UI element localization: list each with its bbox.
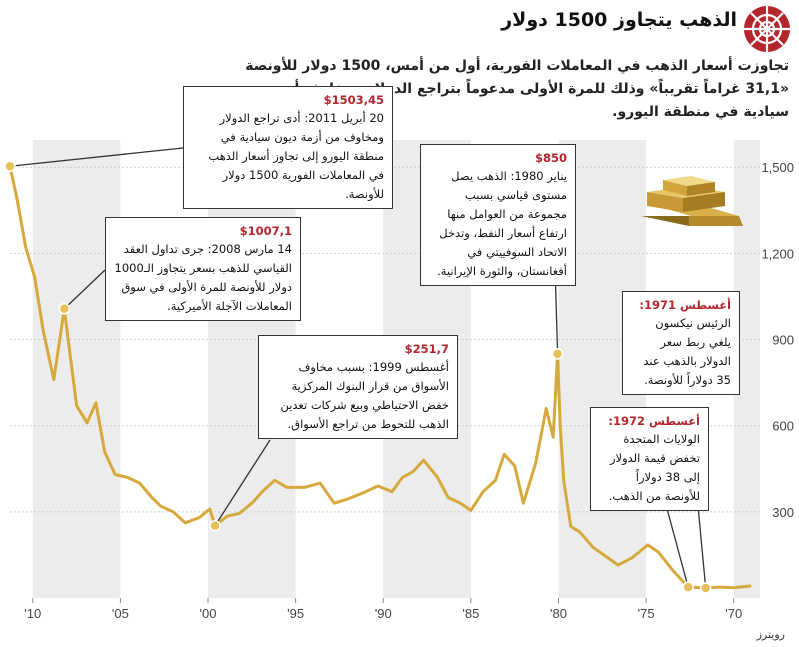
callout-1980: $850 يناير 1980: الذهب يصل مستوى قياسي ب… <box>420 144 576 286</box>
callout-1971-text: الرئيس نيكسون يلغي ربط سعر الدولار بالذه… <box>643 316 731 387</box>
y-tick-label: 1,200 <box>761 246 794 261</box>
gold-bars-icon <box>641 176 743 226</box>
callout-connector <box>665 504 689 588</box>
header: الذهب يتجاوز 1500 دولار تجاوزت أسعار الذ… <box>0 0 799 120</box>
x-tick-label: '80 <box>550 606 567 621</box>
callout-2008: $1007,1 14 مارس 2008: جرى تداول العقد ال… <box>105 217 301 321</box>
y-tick-label: 1,500 <box>761 160 794 175</box>
x-tick-label: '90 <box>375 606 392 621</box>
x-tick-label: '05 <box>112 606 129 621</box>
callout-1980-amount: $850 <box>534 151 567 165</box>
callout-1972: أغسطس 1972: الولايات المتحدة تخفض قيمة ا… <box>590 407 709 511</box>
x-tick-label: '10 <box>24 606 41 621</box>
callout-2008-text: 14 مارس 2008: جرى تداول العقد القياسي لل… <box>114 242 292 313</box>
x-axis-labels: '10 '05 '00 '95 '90 '85 '80 '75 '70 <box>24 598 742 621</box>
callout-2011-amount: $1503,45 <box>323 93 384 107</box>
callout-2011-text: 20 أبريل 2011: أدى تراجع الدولار ومخاوف … <box>208 111 384 201</box>
callout-1999: $251,7 أغسطس 1999: بسبب مخاوف الأسواق من… <box>258 335 458 439</box>
event-marker <box>209 519 221 532</box>
callout-1999-text: أغسطس 1999: بسبب مخاوف الأسواق من قرار ا… <box>280 360 449 431</box>
event-markers <box>4 160 712 594</box>
source-credit: رويترز <box>756 628 785 641</box>
callout-1980-text: يناير 1980: الذهب يصل مستوى قياسي بسبب م… <box>437 169 567 278</box>
callout-1972-text: الولايات المتحدة تخفض قيمة الدولار إلى 3… <box>608 432 700 503</box>
x-tick-label: '75 <box>638 606 655 621</box>
year-band <box>32 140 121 598</box>
rosette-logo-icon <box>744 6 790 52</box>
y-tick-label: 600 <box>772 419 794 434</box>
x-tick-label: '95 <box>287 606 304 621</box>
event-marker <box>4 160 16 172</box>
callout-connector <box>9 147 184 167</box>
event-marker <box>682 581 694 593</box>
y-tick-label: 300 <box>772 505 794 520</box>
callout-2011: $1503,45 20 أبريل 2011: أدى تراجع الدولا… <box>183 86 393 209</box>
page-title: الذهب يتجاوز 1500 دولار <box>501 9 737 31</box>
event-marker <box>699 582 712 594</box>
callout-connector <box>63 269 106 310</box>
callout-1971: أغسطس 1971: الرئيس نيكسون يلغي ربط سعر ا… <box>622 291 740 395</box>
x-tick-label: '00 <box>200 606 217 621</box>
y-tick-label: 900 <box>772 333 794 348</box>
callout-2008-amount: $1007,1 <box>239 224 292 238</box>
callout-connector <box>214 439 271 527</box>
x-tick-label: '70 <box>725 606 742 621</box>
callout-1972-amount: أغسطس 1972: <box>608 414 700 428</box>
event-marker <box>58 303 71 315</box>
callout-1971-amount: أغسطس 1971: <box>639 298 731 312</box>
event-marker <box>551 348 564 360</box>
callout-1999-amount: $251,7 <box>404 342 449 356</box>
gold-price-line <box>8 166 752 590</box>
x-tick-label: '85 <box>462 606 479 621</box>
y-axis-labels: 1,500 1,200 900 600 300 <box>761 160 794 520</box>
